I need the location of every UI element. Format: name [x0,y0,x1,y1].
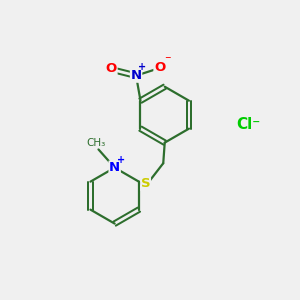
Text: CH₃: CH₃ [86,138,105,148]
Text: ⁻: ⁻ [165,54,171,68]
Text: N: N [130,69,142,82]
Text: +: + [139,62,147,72]
Text: O: O [154,61,165,74]
Text: +: + [117,155,125,165]
Text: S: S [141,177,150,190]
Text: O: O [106,62,117,75]
Text: Cl⁻: Cl⁻ [236,118,261,133]
Text: N: N [109,161,120,174]
